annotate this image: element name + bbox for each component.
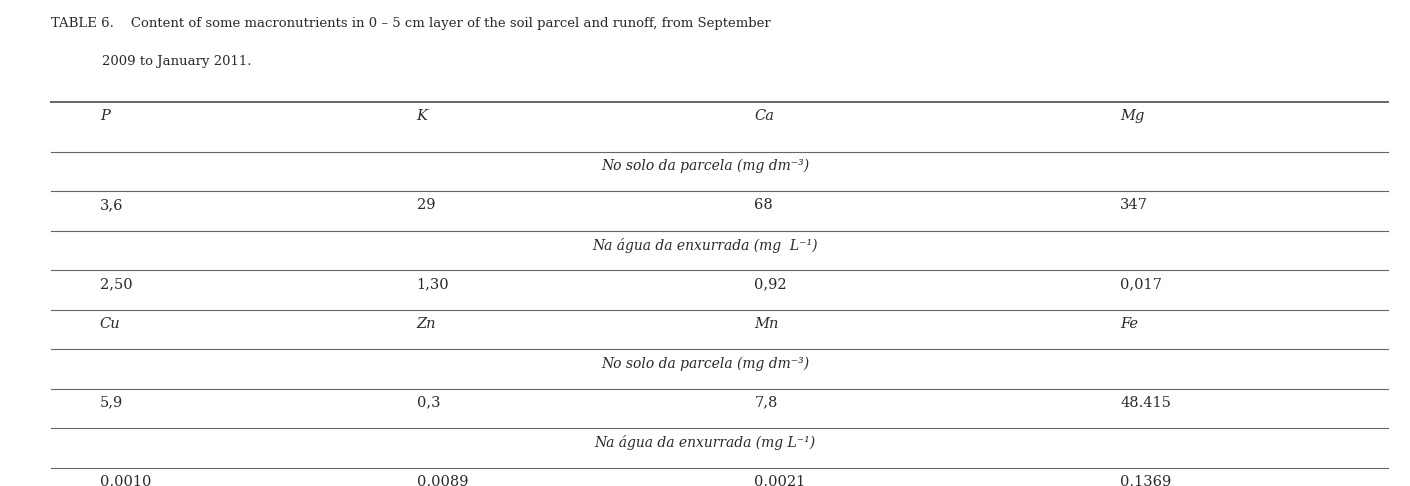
Text: 68: 68 [754, 198, 773, 212]
Text: Fe: Fe [1120, 317, 1138, 331]
Text: 0,0010: 0,0010 [100, 475, 151, 486]
Text: TABLE 6.    Content of some macronutrients in 0 – 5 cm layer of the soil parcel : TABLE 6. Content of some macronutrients … [51, 17, 770, 30]
Text: 0,3: 0,3 [416, 396, 440, 410]
Text: 1,30: 1,30 [416, 278, 450, 291]
Text: No solo da parcela (mg dm⁻³): No solo da parcela (mg dm⁻³) [601, 356, 809, 371]
Text: Ca: Ca [754, 109, 774, 123]
Text: 5,9: 5,9 [100, 396, 123, 410]
Text: Na água da enxurrada (mg  L⁻¹): Na água da enxurrada (mg L⁻¹) [592, 238, 818, 253]
Text: No solo da parcela (mg dm⁻³): No solo da parcela (mg dm⁻³) [601, 159, 809, 173]
Text: 0,1369: 0,1369 [1120, 475, 1172, 486]
Text: 29: 29 [416, 198, 436, 212]
Text: 3,6: 3,6 [100, 198, 124, 212]
Text: 0,92: 0,92 [754, 278, 787, 291]
Text: 0,0021: 0,0021 [754, 475, 805, 486]
Text: 7,8: 7,8 [754, 396, 778, 410]
Text: 0,017: 0,017 [1120, 278, 1162, 291]
Text: Na água da enxurrada (mg L⁻¹): Na água da enxurrada (mg L⁻¹) [595, 435, 815, 450]
Text: 2,50: 2,50 [100, 278, 133, 291]
Text: 2009 to January 2011.: 2009 to January 2011. [51, 55, 251, 68]
Text: P: P [100, 109, 110, 123]
Text: 347: 347 [1120, 198, 1148, 212]
Text: Zn: Zn [416, 317, 436, 331]
Text: 0,0089: 0,0089 [416, 475, 468, 486]
Text: K: K [416, 109, 427, 123]
Text: Mn: Mn [754, 317, 778, 331]
Text: Cu: Cu [100, 317, 120, 331]
Text: Mg: Mg [1120, 109, 1145, 123]
Text: 48.415: 48.415 [1120, 396, 1172, 410]
